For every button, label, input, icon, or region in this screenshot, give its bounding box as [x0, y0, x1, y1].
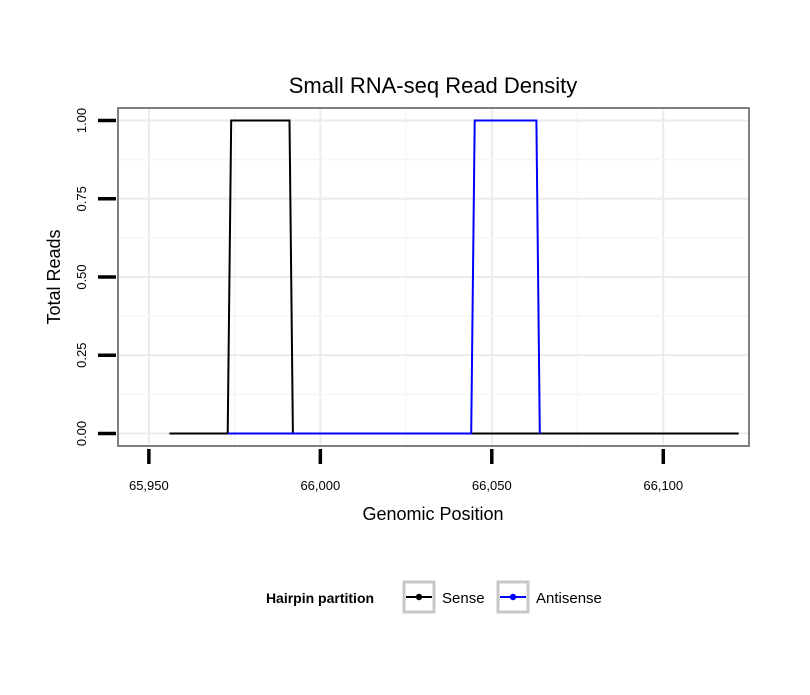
series-line-antisense: [227, 119, 541, 435]
y-tick-label: 0.75: [74, 186, 89, 211]
x-tick-label: 66,100: [643, 478, 683, 493]
y-axis-label: Total Reads: [44, 229, 64, 324]
x-tick-label: 65,950: [129, 478, 169, 493]
x-tick-label: 66,000: [300, 478, 340, 493]
y-tick-label: 0.00: [74, 421, 89, 446]
legend: Hairpin partition Sense Antisense: [266, 580, 602, 614]
axis-layer: 65,950 66,000 66,050 66,100 0.00 0.25 0.50 0.75…: [74, 108, 683, 493]
legend-dot-sense: [415, 593, 423, 601]
legend-item-antisense[interactable]: Antisense: [496, 580, 602, 614]
series-layer: [169, 119, 739, 435]
chart-title: Small RNA-seq Read Density: [289, 73, 578, 98]
legend-label-antisense: Antisense: [536, 590, 602, 607]
legend-title: Hairpin partition: [266, 590, 374, 606]
legend-dot-antisense: [509, 593, 517, 601]
plot-panel-border: [117, 107, 750, 447]
x-tick-label: 66,050: [472, 478, 512, 493]
x-axis-label: Genomic Position: [362, 504, 503, 524]
y-tick-label: 0.25: [74, 343, 89, 368]
y-tick-label: 1.00: [74, 108, 89, 133]
legend-label-sense: Sense: [442, 590, 485, 607]
y-tick-label: 0.50: [74, 264, 89, 289]
legend-item-sense[interactable]: Sense: [402, 580, 485, 614]
